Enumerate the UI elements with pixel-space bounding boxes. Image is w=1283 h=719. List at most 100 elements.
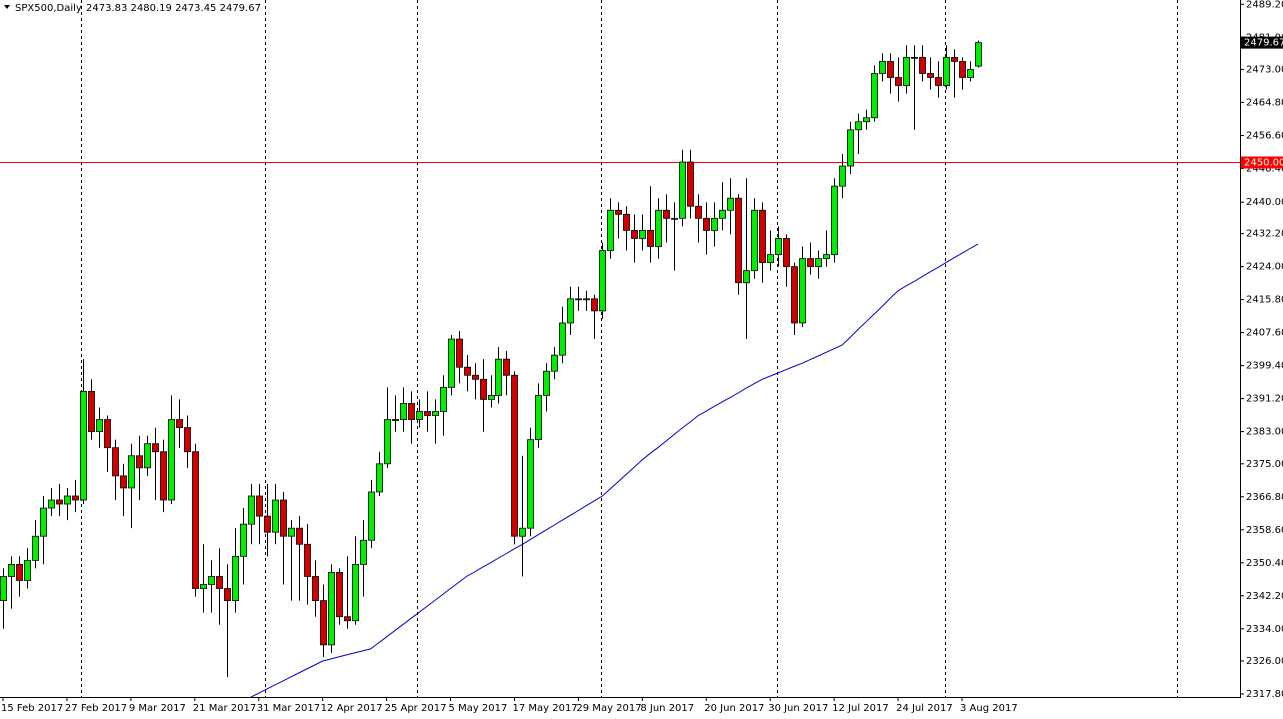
candle-body: [615, 209, 622, 215]
last-price-label: 2479.67: [1244, 38, 1283, 49]
candle-body: [823, 254, 830, 259]
candle-body: [703, 217, 710, 231]
candle-body: [871, 73, 878, 119]
candle-body: [72, 495, 79, 501]
candle-body: [120, 475, 127, 489]
candle-body: [216, 576, 223, 589]
y-tick-label: 2407.60: [1246, 328, 1283, 339]
candle-body: [975, 42, 982, 67]
candle-body: [88, 390, 95, 433]
y-tick-label: 2489.20: [1246, 0, 1283, 10]
candle-body: [839, 165, 846, 187]
candle-body: [951, 56, 958, 62]
period-separators: [81, 0, 1178, 697]
candle-body: [775, 238, 782, 255]
x-tick-label: 3 Aug 2017: [960, 703, 1018, 714]
y-tick-label: 2391.20: [1246, 394, 1283, 405]
candle-body: [711, 217, 718, 231]
candle-body: [895, 77, 902, 86]
candle-body: [591, 298, 598, 312]
candle-body: [136, 455, 143, 469]
x-tick-label: 24 Jul 2017: [896, 703, 953, 714]
candle-body: [440, 386, 447, 412]
candle-body: [527, 439, 534, 529]
candle-body: [599, 250, 606, 312]
y-tick-label: 2432.20: [1246, 229, 1283, 240]
candle-body: [551, 354, 558, 372]
candle-body: [200, 584, 207, 589]
candle-body: [759, 209, 766, 264]
candle-body: [799, 258, 806, 324]
candle-body: [791, 266, 798, 324]
candle-body: [847, 129, 854, 167]
candle-body: [104, 419, 111, 449]
header-arrow: [4, 5, 10, 9]
y-tick-label: 2440.00: [1246, 197, 1283, 208]
candle-body: [184, 427, 191, 453]
candle-body: [400, 403, 407, 420]
candle-body: [503, 358, 510, 376]
candle-body: [176, 419, 183, 428]
candle-body: [919, 56, 926, 74]
x-tick-label: 25 Apr 2017: [385, 703, 447, 714]
candle-body: [639, 230, 646, 239]
candle-body: [959, 61, 966, 78]
candle-body: [743, 270, 750, 284]
candle-body: [967, 69, 974, 78]
candle-body: [511, 374, 518, 537]
candle-body: [344, 616, 351, 622]
ohlc-label: 2473.83 2480.19 2473.45 2479.67: [86, 3, 261, 14]
last-price-box: [1241, 36, 1283, 49]
candle-body: [647, 230, 654, 247]
candle-body: [543, 370, 550, 396]
x-tick-label: 17 May 2017: [512, 703, 577, 714]
candle-body: [160, 451, 167, 501]
candle-body: [767, 254, 774, 264]
x-tick-label: 8 Jun 2017: [640, 703, 694, 714]
candle-body: [24, 559, 31, 581]
y-tick-label: 2366.80: [1246, 492, 1283, 503]
candle-body: [583, 298, 590, 301]
candle-body: [679, 161, 686, 219]
y-tick-label: 2424.00: [1246, 262, 1283, 273]
candle-body: [448, 338, 455, 388]
candle-body: [320, 600, 327, 646]
candle-body: [256, 495, 263, 517]
candle-body: [296, 527, 303, 545]
candle-body: [64, 495, 71, 505]
candle-body: [32, 535, 39, 561]
candle-body: [783, 238, 790, 268]
y-tick-label: 2375.00: [1246, 459, 1283, 470]
y-tick-label: 2464.80: [1246, 97, 1283, 108]
y-tick-label: 2334.00: [1246, 624, 1283, 635]
candle-body: [208, 576, 215, 585]
candle-body: [232, 555, 239, 602]
candle-body: [464, 366, 471, 376]
y-tick-label: 2473.00: [1246, 64, 1283, 75]
y-tick-label: 2342.20: [1246, 591, 1283, 602]
x-tick-label: 29 May 2017: [576, 703, 641, 714]
candle-body: [623, 213, 630, 231]
candle-body: [240, 523, 247, 557]
candle-body: [480, 378, 487, 400]
candle-body: [80, 390, 87, 501]
y-tick-label: 2456.60: [1246, 130, 1283, 141]
candle-body: [815, 258, 822, 268]
candle-body: [424, 411, 431, 416]
candle-body: [368, 491, 375, 541]
candle-body: [360, 539, 367, 565]
x-tick-label: 31 Mar 2017: [257, 703, 320, 714]
x-tick-label: 9 Mar 2017: [129, 703, 186, 714]
x-tick-label: 12 Apr 2017: [321, 703, 383, 714]
candle-body: [336, 572, 343, 618]
candle-body: [943, 56, 950, 86]
candle-body: [751, 209, 758, 272]
x-tick-label: 15 Feb 2017: [1, 703, 63, 714]
candle-body: [112, 447, 119, 477]
candle-body: [472, 374, 479, 380]
candle-body: [567, 298, 574, 324]
candle-body: [152, 443, 159, 453]
y-tick-label: 2358.60: [1246, 525, 1283, 536]
candle-body: [96, 419, 103, 433]
